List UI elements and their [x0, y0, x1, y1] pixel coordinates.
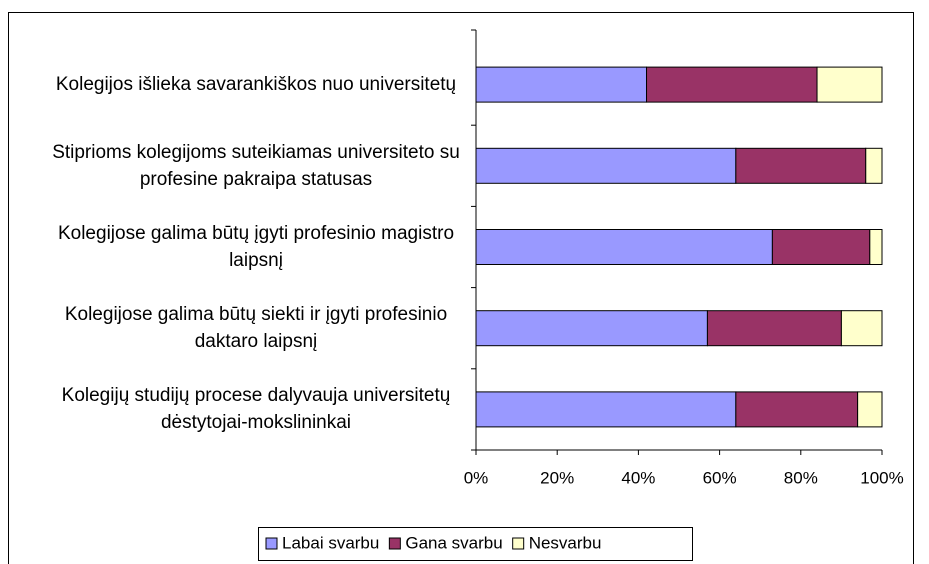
bar-segment — [475, 310, 708, 347]
x-tick-label: 100% — [860, 468, 903, 487]
bar-segment — [771, 229, 871, 265]
bar-segment — [735, 391, 859, 428]
legend-swatch — [265, 537, 278, 550]
category-label-box: Kolegijose galima būtų įgyti profesinio … — [57, 222, 455, 271]
category-label-box: Kolegijos išlieka savarankiškos nuo univ… — [55, 74, 457, 96]
bar-segment — [475, 147, 737, 184]
bar-segment — [646, 66, 818, 103]
bar-segment — [475, 229, 773, 265]
y-tick-label: Kolegijose galima būtų įgyti profesinio … — [57, 222, 455, 271]
category-label-box: Kolegijose galima būtų siekti ir įgyti p… — [64, 304, 448, 353]
x-tick-label: 40% — [621, 468, 655, 487]
bar-segment — [816, 66, 883, 103]
bar-segment — [857, 391, 883, 428]
legend-label: Gana svarbu — [405, 533, 502, 552]
chart-border — [8, 12, 914, 564]
legend-label: Labai svarbu — [282, 533, 379, 552]
category-label-box: Stiprioms kolegijoms suteikiamas univers… — [52, 141, 460, 190]
bar-segment — [840, 310, 883, 347]
x-tick-label: 60% — [703, 468, 737, 487]
y-tick-label: Kolegijose galima būtų siekti ir įgyti p… — [64, 304, 448, 353]
y-tick-label: Kolegijų studijų procese dalyvauja unive… — [61, 385, 451, 434]
bar-segment — [706, 310, 842, 347]
bar-segment — [735, 147, 867, 184]
y-tick-label: Stiprioms kolegijoms suteikiamas univers… — [52, 141, 460, 190]
legend-swatch — [512, 537, 525, 550]
bar-segment — [475, 66, 648, 103]
bar-segment — [865, 147, 883, 184]
x-tick-label: 80% — [784, 468, 818, 487]
y-tick-label: Kolegijos išlieka savarankiškos nuo univ… — [55, 74, 457, 96]
legend-box — [258, 527, 693, 561]
legend-label: Nesvarbu — [529, 533, 602, 552]
bar-segment — [475, 391, 737, 428]
category-label-box: Kolegijų studijų procese dalyvauja unive… — [61, 385, 451, 434]
legend-swatch — [388, 537, 401, 550]
legend: Labai svarbu Gana svarbu Nesvarbu — [258, 527, 693, 561]
bar-segment — [869, 229, 883, 265]
x-tick-label: 20% — [540, 468, 574, 487]
x-tick-label: 0% — [464, 468, 489, 487]
